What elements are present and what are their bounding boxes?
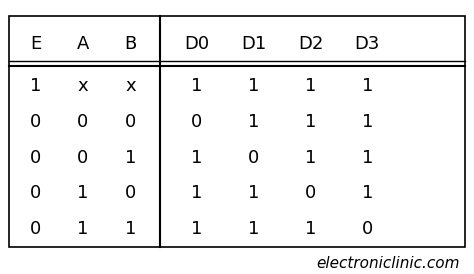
Text: x: x bbox=[125, 77, 136, 95]
Text: B: B bbox=[124, 35, 137, 53]
Text: 0: 0 bbox=[30, 149, 41, 167]
Text: 1: 1 bbox=[191, 184, 202, 202]
Text: 1: 1 bbox=[77, 220, 89, 238]
Text: E: E bbox=[30, 35, 41, 53]
Text: D3: D3 bbox=[355, 35, 380, 53]
Text: 0: 0 bbox=[30, 220, 41, 238]
Text: 1: 1 bbox=[125, 220, 136, 238]
Text: 1: 1 bbox=[305, 220, 316, 238]
Text: 1: 1 bbox=[248, 220, 259, 238]
Text: 0: 0 bbox=[77, 113, 89, 131]
Text: 0: 0 bbox=[30, 184, 41, 202]
Text: D1: D1 bbox=[241, 35, 266, 53]
Text: 0: 0 bbox=[191, 113, 202, 131]
Text: x: x bbox=[78, 77, 88, 95]
Bar bbox=[9, 16, 465, 247]
Text: 0: 0 bbox=[77, 149, 89, 167]
Text: 1: 1 bbox=[305, 149, 316, 167]
Text: 1: 1 bbox=[191, 149, 202, 167]
Text: D2: D2 bbox=[298, 35, 323, 53]
Text: D0: D0 bbox=[184, 35, 210, 53]
Text: 1: 1 bbox=[125, 149, 136, 167]
Text: electroniclinic.com: electroniclinic.com bbox=[316, 256, 460, 270]
Text: 1: 1 bbox=[305, 77, 316, 95]
Text: 1: 1 bbox=[248, 113, 259, 131]
Text: 0: 0 bbox=[125, 113, 136, 131]
Text: 1: 1 bbox=[191, 220, 202, 238]
Text: 0: 0 bbox=[248, 149, 259, 167]
Text: 1: 1 bbox=[362, 149, 373, 167]
Text: 1: 1 bbox=[30, 77, 41, 95]
Text: 0: 0 bbox=[305, 184, 316, 202]
Text: 1: 1 bbox=[305, 113, 316, 131]
Text: 1: 1 bbox=[362, 77, 373, 95]
Text: 0: 0 bbox=[125, 184, 136, 202]
Text: 1: 1 bbox=[362, 184, 373, 202]
Text: 1: 1 bbox=[362, 113, 373, 131]
Text: A: A bbox=[77, 35, 89, 53]
Text: 0: 0 bbox=[30, 113, 41, 131]
Text: 1: 1 bbox=[191, 77, 202, 95]
Text: 0: 0 bbox=[362, 220, 373, 238]
Text: 1: 1 bbox=[248, 184, 259, 202]
Text: 1: 1 bbox=[248, 77, 259, 95]
Text: 1: 1 bbox=[77, 184, 89, 202]
